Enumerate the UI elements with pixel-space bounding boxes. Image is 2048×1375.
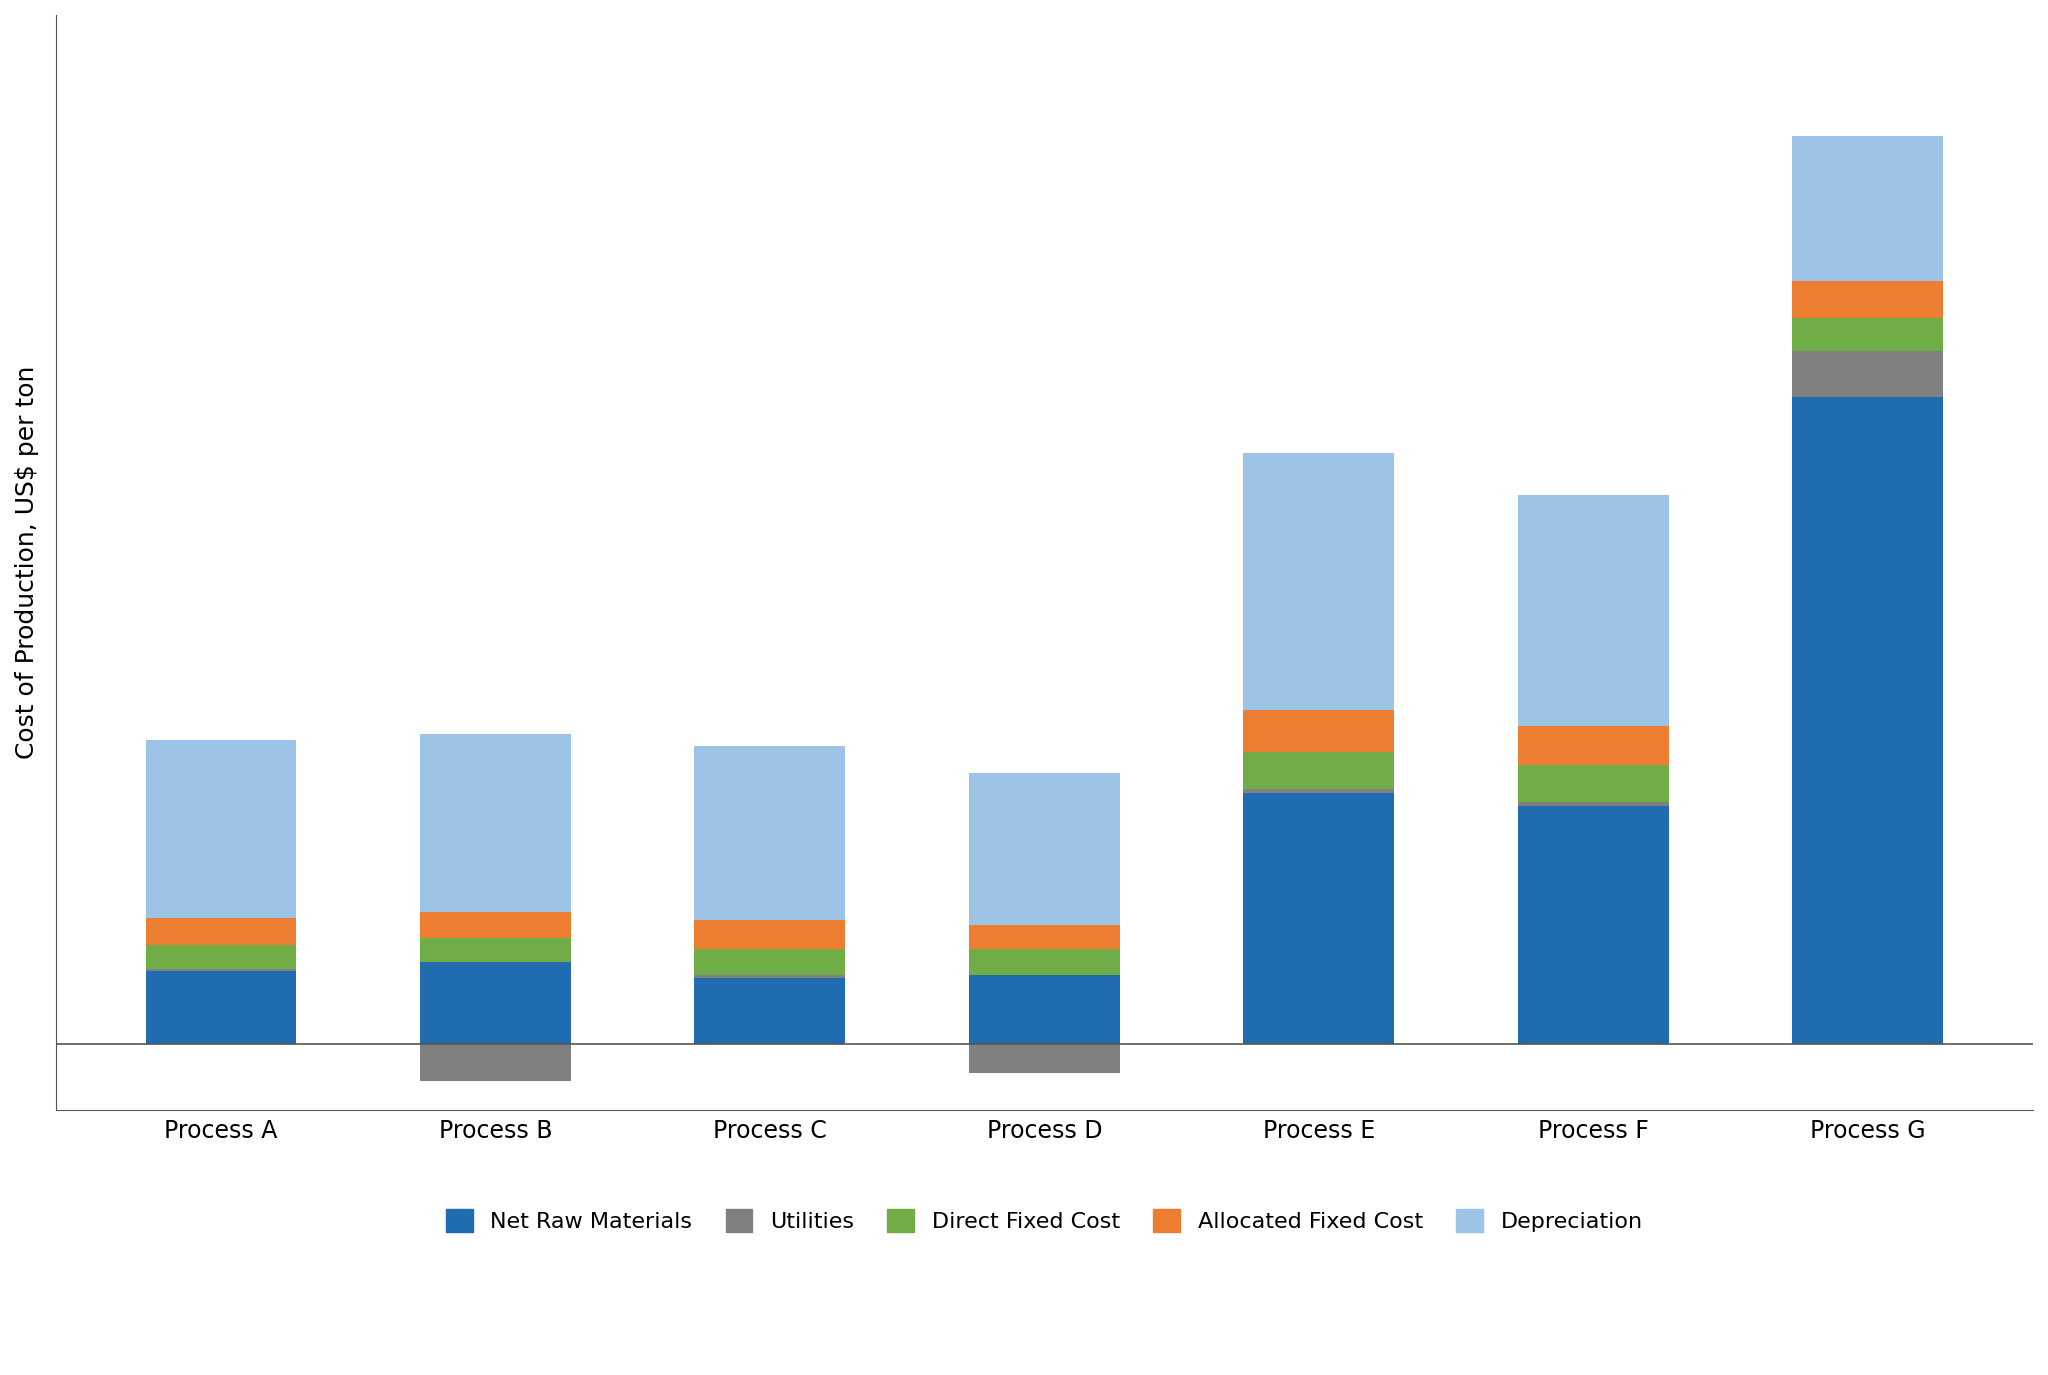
Bar xyxy=(145,740,297,918)
Y-axis label: Cost of Production, US$ per ton: Cost of Production, US$ per ton xyxy=(14,366,39,759)
Bar xyxy=(1518,803,1669,806)
Bar xyxy=(1518,766,1669,803)
Bar xyxy=(420,912,571,938)
Bar xyxy=(1243,452,1395,710)
Bar xyxy=(1792,352,1944,397)
Bar xyxy=(1243,710,1395,752)
Bar xyxy=(1792,136,1944,282)
Bar xyxy=(694,978,846,1044)
Bar xyxy=(420,734,571,912)
Bar xyxy=(694,975,846,978)
Bar xyxy=(1243,793,1395,1044)
Bar xyxy=(1792,319,1944,352)
Bar xyxy=(694,949,846,975)
Bar xyxy=(420,962,571,1044)
Bar xyxy=(1518,495,1669,726)
Legend: Net Raw Materials, Utilities, Direct Fixed Cost, Allocated Fixed Cost, Depreciat: Net Raw Materials, Utilities, Direct Fix… xyxy=(436,1200,1651,1240)
Bar xyxy=(694,920,846,949)
Bar xyxy=(1792,282,1944,319)
Bar xyxy=(969,773,1120,925)
Bar xyxy=(969,925,1120,949)
Bar xyxy=(694,745,846,920)
Bar xyxy=(145,945,297,968)
Bar xyxy=(420,1044,571,1081)
Bar xyxy=(969,949,1120,975)
Bar xyxy=(145,918,297,945)
Bar xyxy=(1243,752,1395,789)
Bar xyxy=(420,938,571,962)
Bar xyxy=(1518,726,1669,766)
Bar xyxy=(1518,806,1669,1044)
Bar xyxy=(145,971,297,1044)
Bar xyxy=(1243,789,1395,793)
Bar xyxy=(969,1044,1120,1072)
Bar xyxy=(969,975,1120,1044)
Bar xyxy=(145,968,297,971)
Bar xyxy=(1792,397,1944,1044)
